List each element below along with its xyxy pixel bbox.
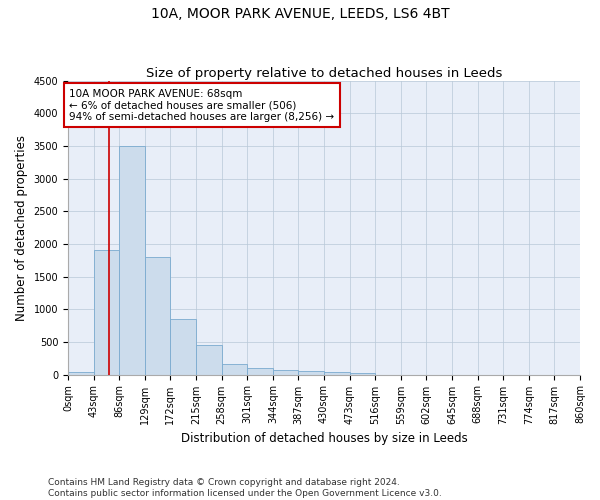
Bar (94, 250, 119, 374)
Bar (247, 368, 273, 374)
Bar (324, 372, 350, 374)
Bar (350, 372, 375, 374)
Y-axis label: Number of detached properties: Number of detached properties (15, 134, 28, 320)
Bar (145, 257, 170, 374)
Bar (196, 345, 221, 374)
Bar (119, 146, 145, 374)
Text: 10A, MOOR PARK AVENUE, LEEDS, LS6 4BT: 10A, MOOR PARK AVENUE, LEEDS, LS6 4BT (151, 8, 449, 22)
Text: 10A MOOR PARK AVENUE: 68sqm
← 6% of detached houses are smaller (506)
94% of sem: 10A MOOR PARK AVENUE: 68sqm ← 6% of deta… (69, 88, 334, 122)
Title: Size of property relative to detached houses in Leeds: Size of property relative to detached ho… (146, 66, 502, 80)
Bar (68, 372, 94, 374)
Bar (221, 364, 247, 374)
Text: Contains HM Land Registry data © Crown copyright and database right 2024.
Contai: Contains HM Land Registry data © Crown c… (48, 478, 442, 498)
Bar (170, 319, 196, 374)
Bar (273, 370, 298, 374)
Bar (298, 371, 324, 374)
X-axis label: Distribution of detached houses by size in Leeds: Distribution of detached houses by size … (181, 432, 467, 445)
